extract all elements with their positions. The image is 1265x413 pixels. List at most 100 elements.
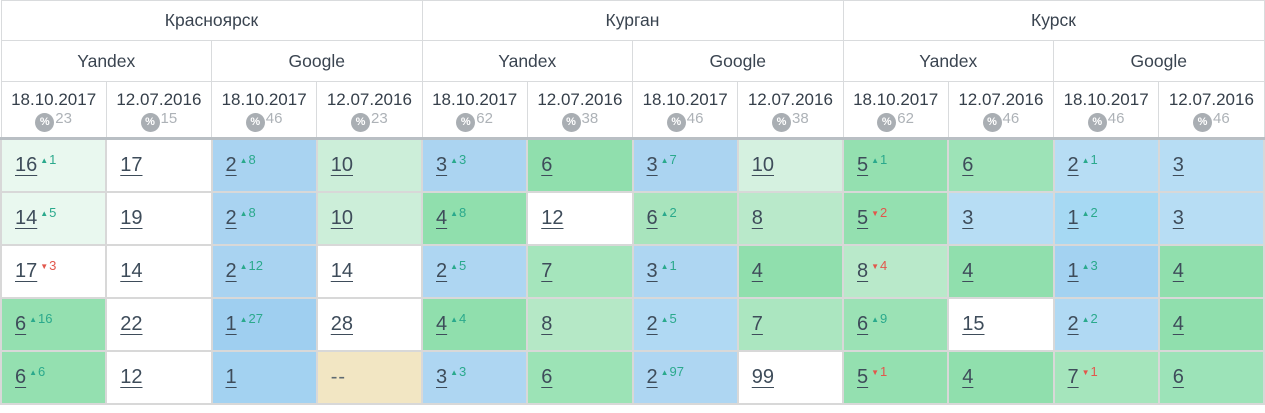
position-link[interactable]: 99	[751, 366, 774, 388]
position-link[interactable]: 7	[1067, 366, 1079, 388]
position-link[interactable]: 10	[330, 154, 353, 176]
position-link[interactable]: 3	[962, 207, 974, 229]
position-link[interactable]: 15	[962, 313, 985, 335]
position-link[interactable]: 4	[962, 260, 974, 282]
position-link[interactable]: 4	[1172, 313, 1184, 335]
position-change: 1	[871, 365, 887, 380]
position-link[interactable]: 4	[751, 260, 763, 282]
date-column-header[interactable]: 18.10.2017 % 62	[421, 81, 528, 140]
position-link[interactable]: 19	[120, 207, 143, 229]
position-link[interactable]: 17	[120, 154, 143, 176]
date-column-header[interactable]: 18.10.2017 % 46	[1052, 81, 1160, 140]
position-link[interactable]: 3	[436, 366, 448, 388]
date-column-header[interactable]: 18.10.2017 % 62	[842, 81, 949, 140]
position-link[interactable]: 6	[857, 313, 869, 335]
position-cell: 3	[1157, 137, 1265, 193]
position-link[interactable]: 3	[436, 154, 448, 176]
position-link[interactable]: 2	[225, 154, 237, 176]
position-link[interactable]: 2	[1067, 154, 1079, 176]
visibility-percent: 62	[476, 109, 493, 127]
position-link[interactable]: 5	[857, 366, 869, 388]
position-change: 1	[661, 259, 677, 274]
position-link[interactable]: 7	[541, 260, 553, 282]
position-link[interactable]: 3	[1172, 207, 1184, 229]
position-cell: 8	[736, 191, 845, 246]
position-link[interactable]: 14	[120, 260, 143, 282]
date-label: 18.10.2017	[432, 89, 518, 109]
percent-icon: %	[877, 112, 897, 132]
up-arrow-icon	[661, 364, 669, 379]
up-arrow-icon	[40, 205, 48, 220]
position-link[interactable]: 8	[751, 207, 763, 229]
date-column-header[interactable]: 12.07.2016 % 46	[1158, 81, 1265, 140]
position-cell: 8	[526, 297, 634, 352]
position-link[interactable]: 6	[1172, 366, 1184, 388]
date-column-header[interactable]: 18.10.2017 % 46	[210, 81, 318, 140]
position-cell: 2 12	[210, 244, 318, 299]
position-link[interactable]: 1	[1067, 260, 1079, 282]
position-link[interactable]: 8	[541, 313, 553, 335]
position-link[interactable]: 1	[1067, 207, 1079, 229]
position-link[interactable]: 7	[751, 313, 763, 335]
position-link[interactable]: 2	[646, 366, 658, 388]
position-link[interactable]: 4	[962, 366, 974, 388]
position-link[interactable]: 28	[330, 313, 353, 335]
date-column-header[interactable]: 12.07.2016 % 46	[947, 81, 1055, 140]
position-link[interactable]: 10	[751, 154, 774, 176]
position-change-value: 8	[248, 205, 256, 220]
date-column-header[interactable]: 12.07.2016 % 23	[316, 81, 423, 140]
position-link[interactable]: 14	[15, 207, 38, 229]
visibility-percent: 15	[160, 109, 178, 127]
date-column-header[interactable]: 18.10.2017 % 23	[0, 81, 107, 140]
visibility-percent: 38	[792, 109, 809, 127]
position-link[interactable]: 2	[1067, 313, 1079, 335]
position-cell: 7	[526, 244, 634, 299]
position-change-value: 3	[459, 364, 467, 379]
up-arrow-icon	[1082, 152, 1090, 167]
position-cell: 15	[947, 297, 1055, 352]
position-link[interactable]: 4	[1172, 260, 1184, 282]
position-cell: 28	[315, 297, 424, 352]
position-link[interactable]: 12	[541, 207, 564, 229]
percent-icon: %	[772, 112, 792, 132]
position-link[interactable]: 2	[225, 260, 237, 282]
date-column-header[interactable]: 12.07.2016 % 38	[737, 81, 844, 140]
position-link[interactable]: 6	[15, 366, 27, 388]
position-link[interactable]: 5	[857, 154, 869, 176]
position-link[interactable]: 14	[330, 260, 353, 282]
position-link[interactable]: 4	[436, 207, 448, 229]
percent-icon: %	[245, 112, 265, 132]
position-link[interactable]: 6	[646, 207, 658, 229]
up-arrow-icon	[240, 152, 248, 167]
position-link[interactable]: 10	[330, 207, 353, 229]
position-cell: 33	[420, 350, 529, 405]
position-change: 1	[1082, 153, 1098, 168]
position-change: 3	[40, 259, 56, 274]
position-link[interactable]: 8	[857, 260, 869, 282]
position-link[interactable]: 16	[15, 154, 38, 176]
position-link[interactable]: 3	[646, 260, 658, 282]
position-link[interactable]: 12	[120, 366, 143, 388]
position-link[interactable]: 1	[225, 313, 237, 335]
position-link[interactable]: 5	[857, 207, 869, 229]
table-body: 1611728103363710516213145192810481262852…	[0, 137, 1265, 405]
position-link[interactable]: 6	[15, 313, 27, 335]
position-link[interactable]: 3	[646, 154, 658, 176]
position-link[interactable]: 6	[541, 154, 553, 176]
position-link[interactable]: 2	[646, 313, 658, 335]
position-link[interactable]: 4	[436, 313, 448, 335]
visibility-percent: 23	[371, 109, 388, 127]
position-link[interactable]: 22	[120, 313, 143, 335]
table-row: 66121--33629799514716	[0, 350, 1265, 405]
position-link[interactable]: 6	[962, 154, 974, 176]
date-column-header[interactable]: 18.10.2017 % 46	[631, 81, 739, 140]
position-link[interactable]: 1	[225, 366, 237, 388]
position-change-value: 3	[1090, 258, 1098, 273]
position-link[interactable]: 6	[541, 366, 553, 388]
position-link[interactable]: 2	[436, 260, 448, 282]
position-link[interactable]: 2	[225, 207, 237, 229]
position-link[interactable]: 3	[1172, 154, 1184, 176]
position-link[interactable]: 17	[15, 260, 38, 282]
date-column-header[interactable]: 12.07.2016 % 38	[526, 81, 634, 140]
date-column-header[interactable]: 12.07.2016 % 15	[105, 81, 213, 140]
